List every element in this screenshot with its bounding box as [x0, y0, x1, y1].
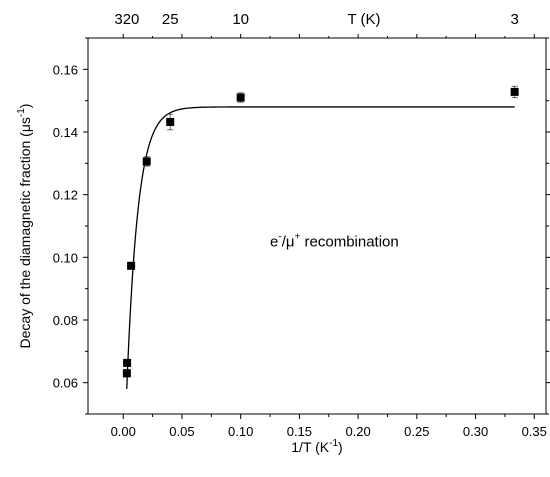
- y-tick-label: 0.10: [53, 250, 78, 265]
- x-tick-label: 0.30: [463, 424, 488, 439]
- recombination-annotation: e-/μ+ recombination: [270, 231, 399, 250]
- top-tick-label: 320: [114, 11, 139, 28]
- data-point: [123, 358, 132, 367]
- y-tick-label: 0.12: [53, 188, 78, 203]
- data-point: [127, 261, 136, 270]
- data-points: [122, 85, 519, 378]
- fit-curve: [126, 106, 515, 389]
- data-point: [510, 87, 519, 96]
- plot-frame: [87, 37, 547, 415]
- x-tick-label: 0.05: [169, 424, 194, 439]
- y-axis-title: Decay of the diamagnetic fraction (μs-1): [16, 104, 33, 349]
- x-tick-label: 0.20: [345, 424, 370, 439]
- top-axis-ticks: 320 25 10 3: [114, 11, 518, 28]
- top-tick-label: 3: [510, 11, 518, 28]
- y-tick-label: 0.08: [53, 313, 78, 328]
- top-tick-label: 25: [162, 11, 179, 28]
- y-axis-ticks: 0.06 0.08 0.10 0.12 0.14 0.16: [53, 37, 550, 415]
- x-tick-label: 0.00: [111, 424, 136, 439]
- y-tick-label: 0.16: [53, 62, 78, 77]
- y-tick-label: 0.14: [53, 125, 78, 140]
- y-tick-label: 0.06: [53, 376, 78, 391]
- x-tick-label: 0.35: [522, 424, 547, 439]
- x-tick-label: 0.10: [228, 424, 253, 439]
- data-point: [236, 93, 245, 102]
- top-tick-label: 10: [232, 11, 249, 28]
- x-axis-ticks: 0.00 0.05 0.10 0.15 0.20 0.25 0.30 0.35: [111, 34, 547, 439]
- data-point: [166, 117, 175, 126]
- x-tick-label: 0.15: [287, 424, 312, 439]
- data-point: [122, 369, 131, 378]
- data-point: [142, 157, 151, 166]
- top-axis-title: T (K): [347, 11, 380, 28]
- x-tick-label: 0.25: [404, 424, 429, 439]
- x-axis-title: 1/T (K-1): [291, 438, 342, 455]
